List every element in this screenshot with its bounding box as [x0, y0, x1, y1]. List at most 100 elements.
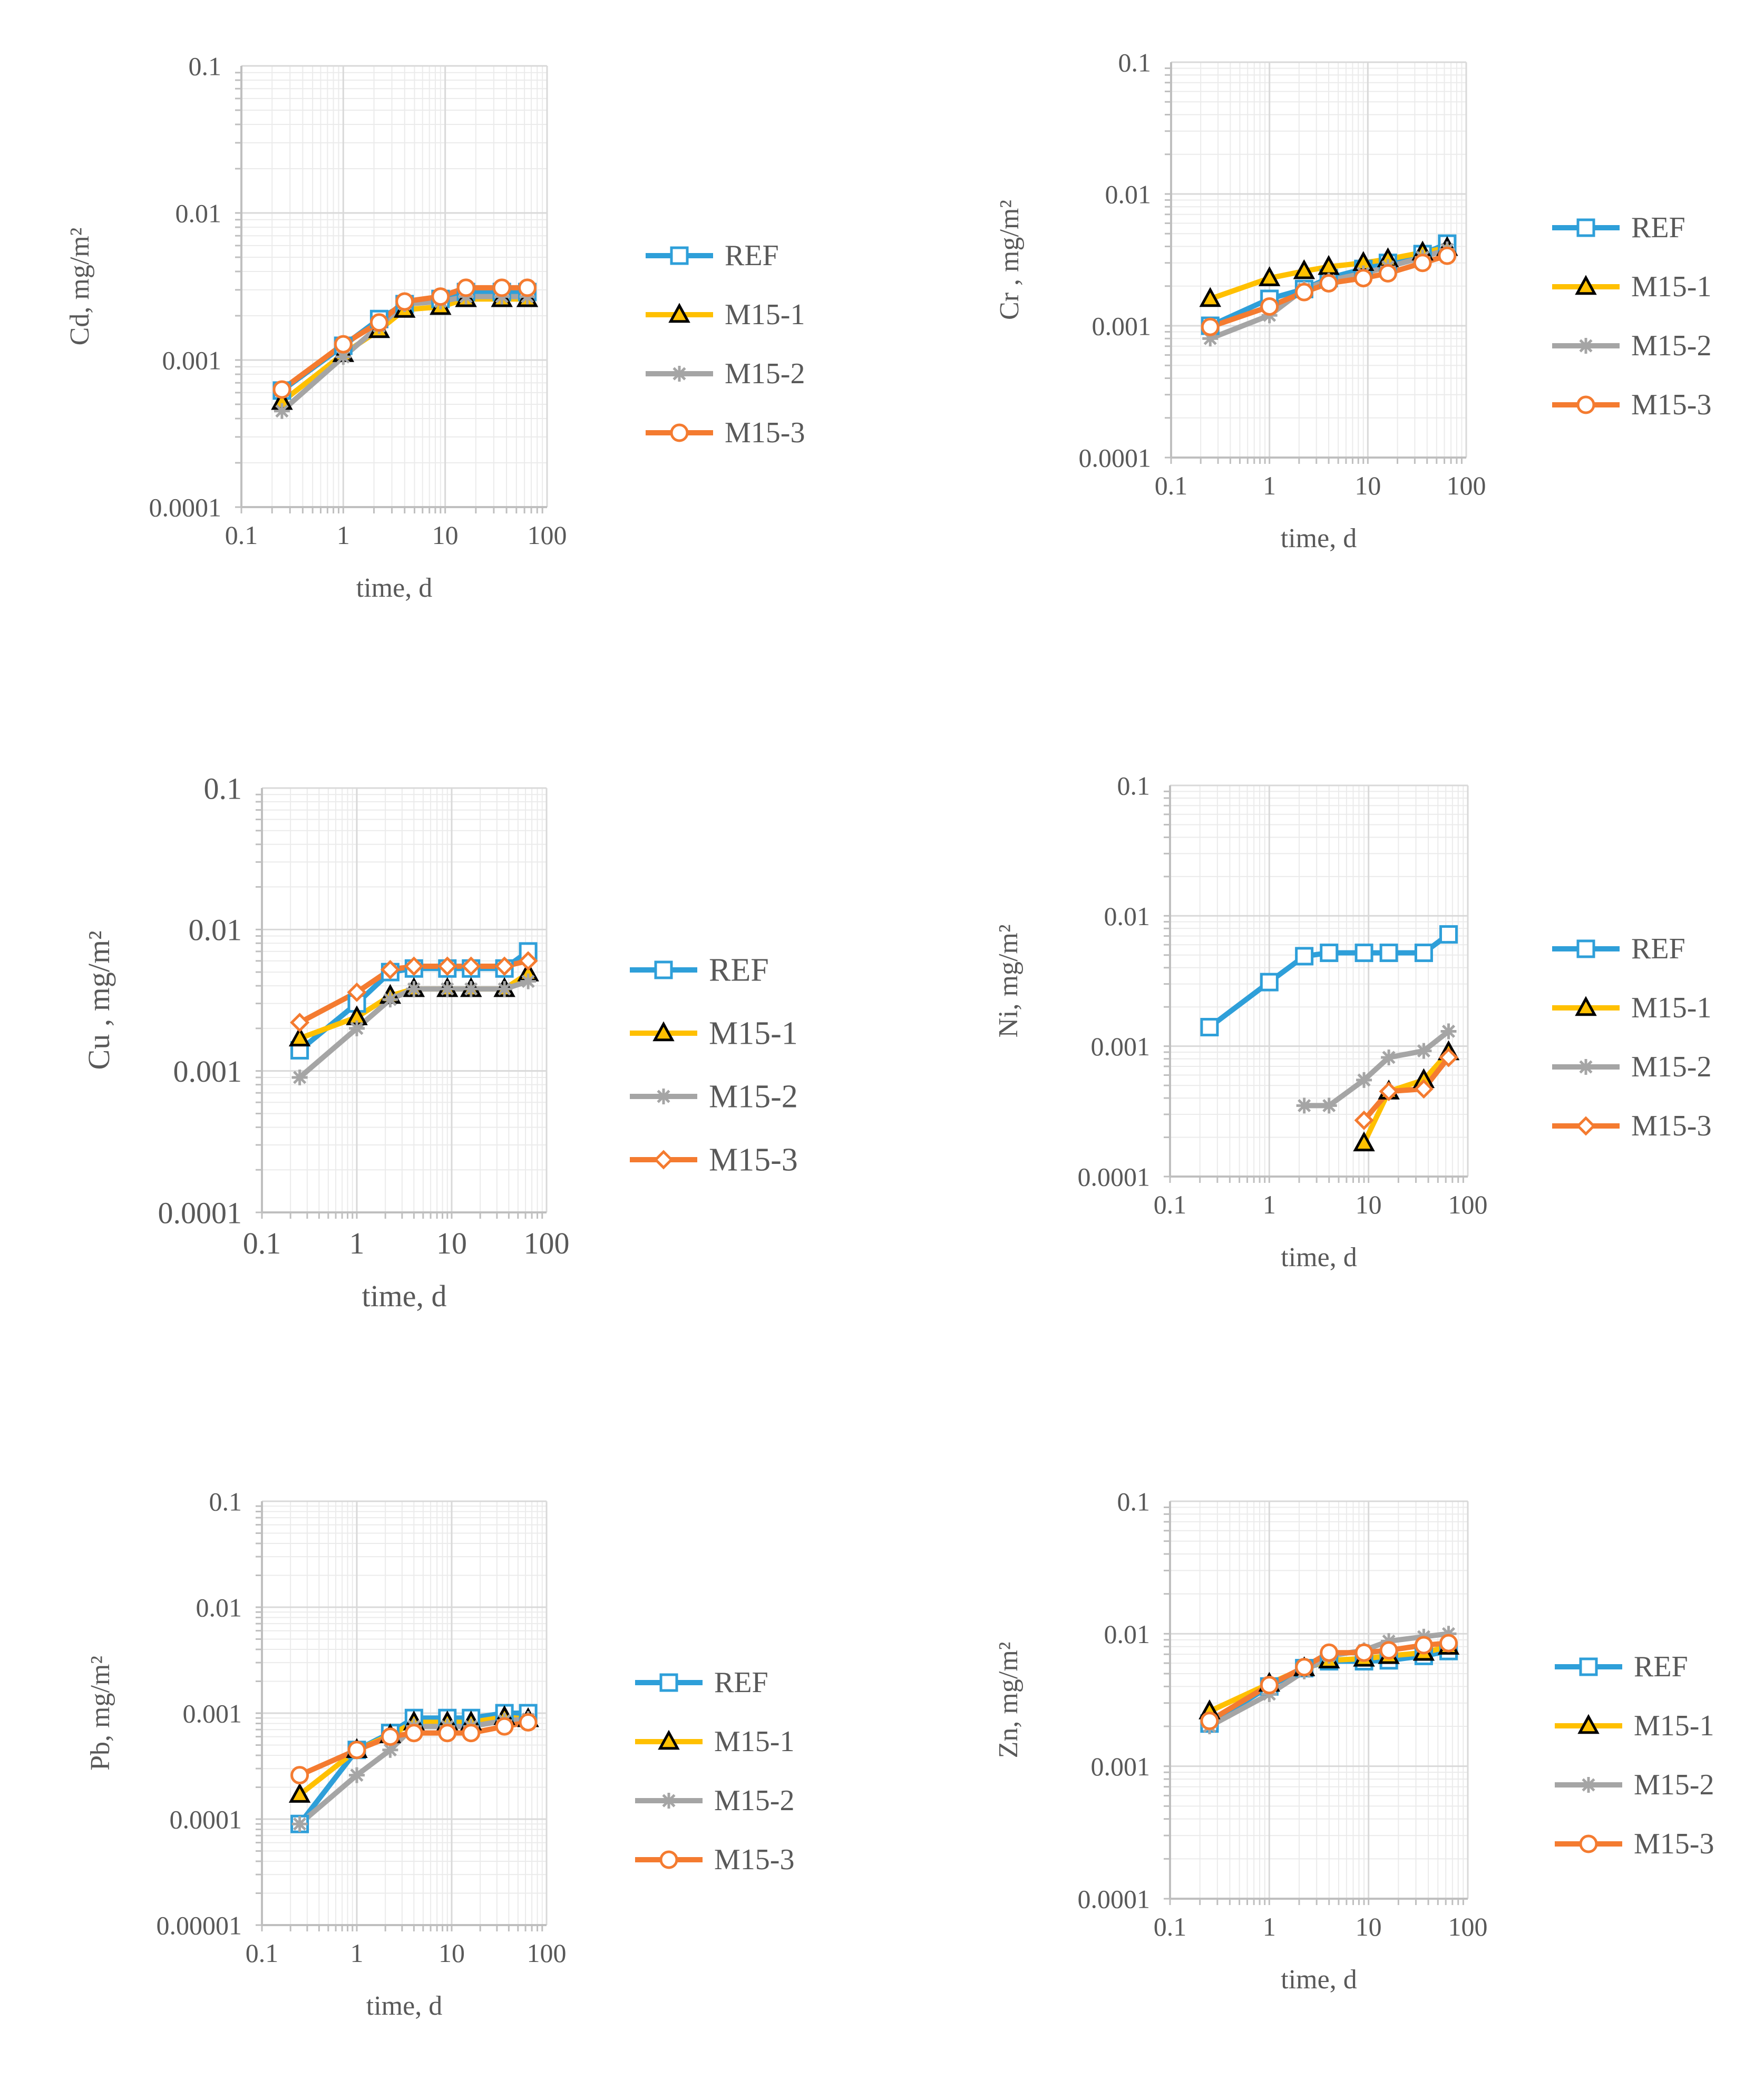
- legend-entry-m15-2: M15-2: [630, 1079, 798, 1114]
- legend-entry-ref: REF: [646, 239, 779, 272]
- y-axis-title: Zn, mg/m²: [993, 1642, 1024, 1759]
- legend-label: REF: [1631, 932, 1685, 965]
- x-tick-label: 100: [1448, 1190, 1488, 1219]
- y-tick-label: 0.01: [196, 1593, 242, 1623]
- data-point-m15-2: [274, 403, 290, 419]
- data-point-m15-3: [381, 1727, 399, 1746]
- data-point-ref: [1260, 973, 1279, 992]
- x-tick-label: 0.1: [1155, 471, 1188, 500]
- legend-label: M15-1: [725, 298, 805, 331]
- gridlines: [261, 1500, 548, 1926]
- legend-marker: [1581, 1777, 1596, 1793]
- legend-label: M15-1: [714, 1725, 794, 1758]
- data-point-m15-3: [272, 380, 291, 399]
- y-axis-title: Cd, mg/m²: [65, 228, 95, 346]
- legend-marker: [670, 246, 689, 265]
- data-point-m15-3: [1354, 269, 1373, 288]
- chart-pb: 0.1 1 10 100 0.00001 0.0001 0.001 0.01 0.1 time, …: [85, 1487, 794, 2022]
- y-axis-title: Pb, mg/m²: [85, 1656, 115, 1771]
- data-point-m15-3: [492, 278, 511, 297]
- series-line-m15-3: [1361, 1055, 1451, 1123]
- markers-m15-3: [290, 951, 538, 1033]
- chart-cu: 0.1 1 10 100 0.0001 0.001 0.01 0.1 time, d Cu , m…: [82, 771, 798, 1313]
- y-tick-label: 0.001: [183, 1699, 242, 1728]
- legend-entry-m15-2: M15-2: [646, 357, 805, 390]
- legend: REF M15-1 M15-2 M15-3: [1552, 211, 1711, 421]
- legend-entry-m15-2: M15-2: [1552, 1051, 1711, 1083]
- legend-label: M15-3: [714, 1843, 794, 1876]
- x-tick-label: 10: [438, 1938, 465, 1968]
- y-tick-label: 0.01: [1104, 1619, 1151, 1649]
- y-tick-label: 0.01: [1105, 180, 1152, 209]
- markers-m15-3: [1201, 246, 1457, 336]
- x-tick-label: 100: [1447, 471, 1486, 500]
- data-point-m15-3: [519, 1713, 538, 1732]
- chart-ni: 0.1 1 10 100 0.0001 0.001 0.01 0.1 time, d Ni, mg…: [993, 771, 1711, 1273]
- y-tick-label: 0.00001: [157, 1911, 242, 1940]
- x-tick-label: 1: [1263, 1912, 1276, 1941]
- y-tick-label: 0.001: [1092, 312, 1152, 341]
- series-m15-3: [1361, 1055, 1451, 1123]
- legend-label: REF: [714, 1666, 768, 1699]
- legend: REF M15-1 M15-2 M15-3: [646, 239, 805, 449]
- legend-marker: [1576, 218, 1595, 237]
- y-tick-label: 0.01: [1104, 901, 1151, 931]
- data-point-m15-3: [290, 1766, 309, 1785]
- markers-ref: [1200, 925, 1458, 1037]
- data-point-m15-3: [1378, 264, 1397, 283]
- x-tick-label: 1: [337, 520, 350, 550]
- data-point-m15-3: [1260, 1676, 1279, 1695]
- chart-cd: 0.1 1 10 100 0.0001 0.001 0.01 0.1 time, d Cd, mg…: [65, 52, 805, 604]
- legend-label: M15-3: [1631, 388, 1711, 421]
- data-point-m15-3: [404, 1724, 423, 1743]
- data-point-m15-1: [288, 1783, 311, 1803]
- chart-cr: 0.1 1 10 100 0.0001 0.001 0.01 0.1 time, d Cr , m…: [995, 48, 1711, 554]
- gridlines: [1169, 784, 1469, 1178]
- x-tick-label: 10: [1356, 1912, 1382, 1941]
- legend-marker: [1578, 338, 1594, 354]
- data-point-m15-3: [1319, 274, 1338, 293]
- data-point-ref: [1354, 944, 1373, 963]
- legend-entry-m15-3: M15-3: [635, 1843, 794, 1876]
- data-point-m15-2: [520, 973, 537, 989]
- data-point-m15-3: [404, 956, 424, 976]
- x-tick-label: 0.1: [1154, 1912, 1187, 1941]
- data-point-ref: [1414, 944, 1433, 963]
- legend-label: M15-3: [1634, 1828, 1714, 1860]
- data-point-m15-2: [291, 1069, 308, 1085]
- data-point-m15-2: [439, 981, 455, 997]
- data-point-m15-1: [1258, 266, 1281, 286]
- data-point-m15-3: [438, 1724, 457, 1743]
- series-line-m15-1: [1361, 1050, 1451, 1146]
- data-point-m15-3: [380, 960, 400, 980]
- legend: REF M15-1 M15-2 M15-3: [635, 1666, 794, 1876]
- data-point-ref: [1439, 925, 1458, 944]
- x-tick-label: 1: [349, 1226, 365, 1260]
- legend-entry-m15-2: M15-2: [1552, 329, 1711, 362]
- data-point-m15-3: [1438, 1047, 1459, 1067]
- y-axis-title: Ni, mg/m²: [993, 925, 1024, 1038]
- y-tick-label: 0.0001: [149, 493, 222, 522]
- data-point-ref: [1379, 944, 1398, 963]
- gridlines: [1170, 61, 1467, 459]
- data-point-m15-3: [1320, 1643, 1339, 1662]
- data-point-m15-3: [462, 1724, 481, 1743]
- legend-entry-m15-2: M15-2: [635, 1784, 794, 1817]
- data-point-m15-3: [456, 278, 475, 297]
- legend-marker: [1575, 275, 1597, 295]
- data-point-ref: [1200, 1018, 1219, 1037]
- x-tick-label: 1: [350, 1938, 364, 1968]
- data-point-m15-3: [347, 1741, 366, 1760]
- data-point-m15-2: [349, 1767, 365, 1783]
- data-point-m15-3: [1438, 246, 1457, 265]
- legend-marker: [671, 366, 687, 382]
- legend-label: M15-2: [714, 1784, 794, 1817]
- y-tick-label: 0.1: [1118, 48, 1152, 77]
- x-tick-label: 10: [1354, 471, 1381, 500]
- legend-marker: [659, 1673, 678, 1692]
- data-point-m15-3: [518, 278, 537, 297]
- legend-label: REF: [709, 952, 769, 988]
- legend-label: M15-1: [1631, 270, 1711, 303]
- y-tick-label: 0.0001: [170, 1805, 242, 1834]
- legend-marker: [1575, 996, 1597, 1016]
